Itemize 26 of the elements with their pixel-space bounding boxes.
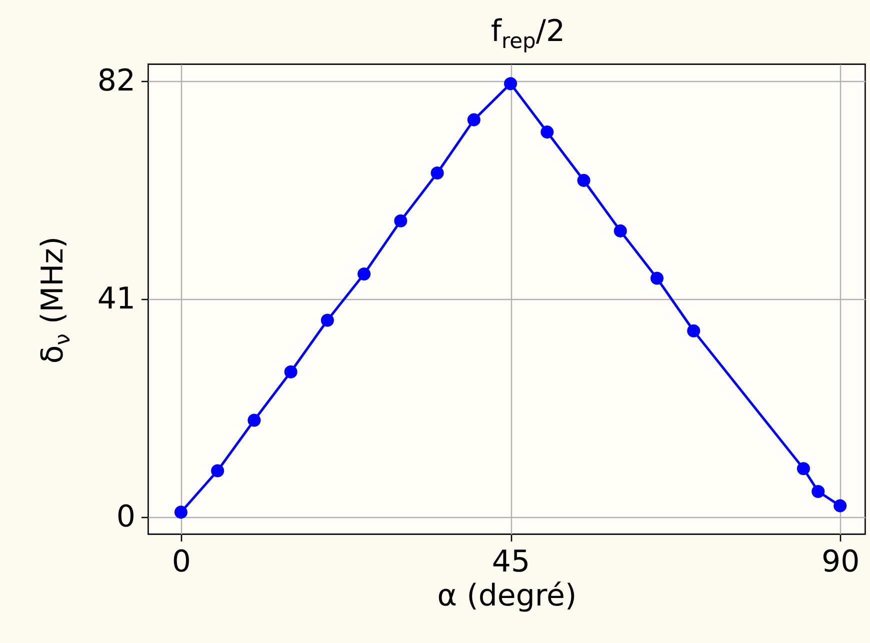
point: [174, 506, 188, 519]
point: [284, 365, 298, 378]
y-tick-label: 0: [116, 499, 136, 534]
point: [812, 484, 825, 498]
point: [358, 268, 371, 281]
x-tick-label: 0: [172, 544, 192, 580]
point: [614, 224, 627, 238]
y-tick-label: 41: [97, 282, 136, 316]
point: [430, 166, 444, 180]
point: [796, 462, 810, 476]
x-tick-label: 90: [822, 544, 860, 580]
point: [540, 126, 554, 139]
point: [248, 414, 261, 427]
x-tick-label: 45: [492, 544, 530, 580]
point: [320, 314, 334, 327]
point: [834, 499, 847, 512]
x-axis-title: α (degré): [437, 578, 577, 614]
chart-title: f$_{rep}$/2: [490, 14, 566, 53]
y-tick-label: 82: [97, 64, 136, 99]
point: [467, 113, 480, 126]
point: [650, 272, 664, 285]
point: [211, 464, 224, 478]
point: [577, 174, 590, 187]
point: [687, 324, 700, 338]
point: [394, 214, 408, 228]
point: [504, 77, 518, 90]
